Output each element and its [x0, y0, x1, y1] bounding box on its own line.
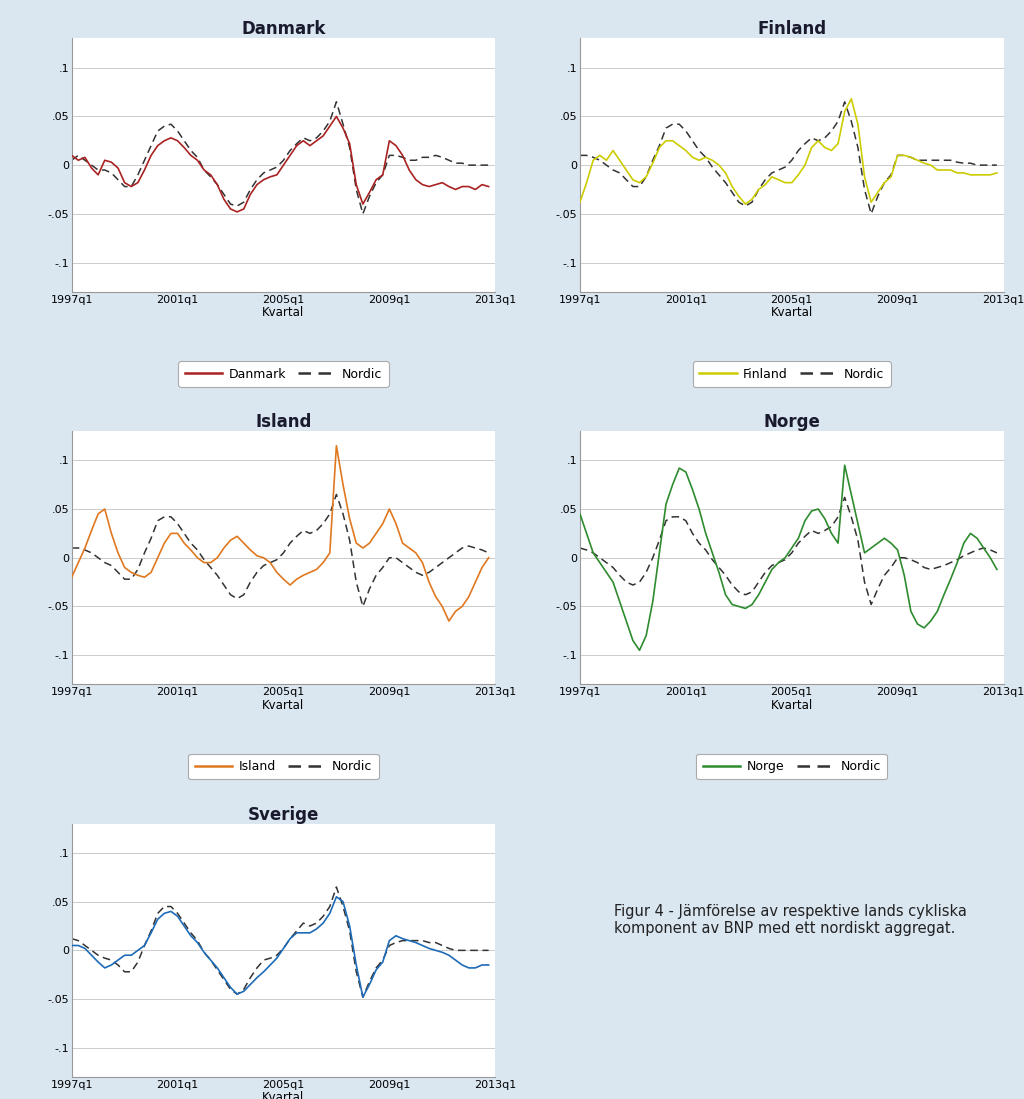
Title: Finland: Finland: [757, 20, 826, 38]
X-axis label: Kvartal: Kvartal: [262, 306, 304, 319]
Title: Island: Island: [255, 413, 311, 431]
X-axis label: Kvartal: Kvartal: [262, 699, 304, 711]
Legend: Norge, Nordic: Norge, Nordic: [696, 754, 887, 779]
Text: Figur 4 - Jämförelse av respektive lands cykliska
komponent av BNP med ett nordi: Figur 4 - Jämförelse av respektive lands…: [613, 903, 967, 936]
Legend: Finland, Nordic: Finland, Nordic: [693, 362, 891, 387]
X-axis label: Kvartal: Kvartal: [262, 1091, 304, 1099]
Title: Sverige: Sverige: [248, 806, 319, 823]
X-axis label: Kvartal: Kvartal: [771, 699, 813, 711]
Title: Danmark: Danmark: [242, 20, 326, 38]
Legend: Danmark, Nordic: Danmark, Nordic: [178, 362, 389, 387]
X-axis label: Kvartal: Kvartal: [771, 306, 813, 319]
Legend: Island, Nordic: Island, Nordic: [188, 754, 379, 779]
Title: Norge: Norge: [763, 413, 820, 431]
